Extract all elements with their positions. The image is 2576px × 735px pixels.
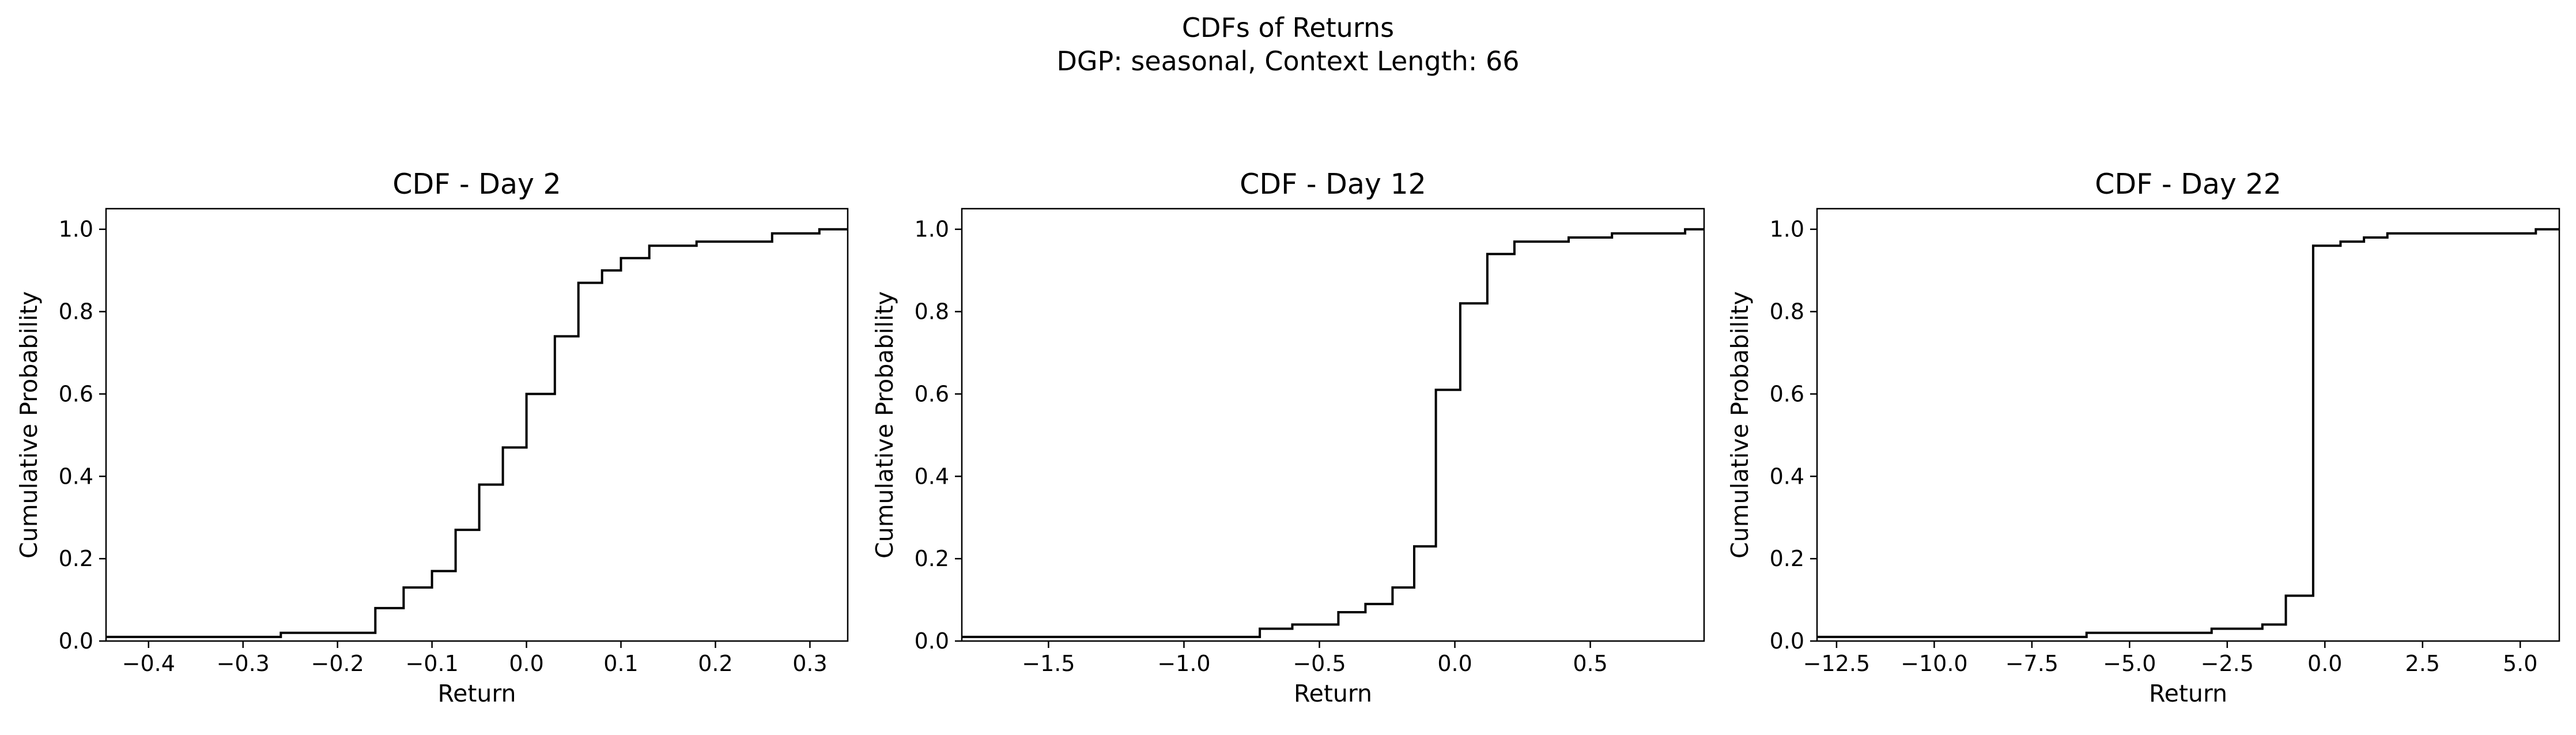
x-tick-label: −1.5 xyxy=(1022,651,1075,676)
y-tick-label: 0.8 xyxy=(59,299,93,325)
x-axis-label: Return xyxy=(2149,680,2227,707)
x-tick-label: −0.3 xyxy=(217,651,270,676)
axes-frame xyxy=(1816,208,2560,642)
x-tick-label: −10.0 xyxy=(1901,651,1967,676)
x-tick-label: −2.5 xyxy=(2201,651,2254,676)
x-tick-label: 2.5 xyxy=(2405,651,2440,676)
y-tick-label: 0.8 xyxy=(1770,299,1804,325)
y-tick-label: 0.8 xyxy=(915,299,949,325)
y-tick-label: 1.0 xyxy=(915,217,949,242)
cdf-step-line-1 xyxy=(1817,228,2559,638)
x-tick-label: 0.2 xyxy=(698,651,732,676)
x-tick-label: −0.1 xyxy=(405,651,458,676)
x-tick-label: 0.0 xyxy=(2307,651,2342,676)
figure-title-line2: DGP: seasonal, Context Length: 66 xyxy=(1056,46,1519,77)
cdf-step-line-1 xyxy=(962,228,1704,638)
x-tick-label: 0.0 xyxy=(1437,651,1472,676)
chart-panel-3: −12.5 −10.0 −7.5 −5.0 −2.5 0.0 2.5 5.0 0.0 0.2 0.4… xyxy=(1726,168,2560,707)
x-tick-label: 0.3 xyxy=(792,651,827,676)
y-axis-label: Cumulative Probability xyxy=(15,291,43,559)
y-tick-label: 0.0 xyxy=(915,628,949,654)
y-tick-label: 0.6 xyxy=(59,381,93,406)
panel-title: CDF - Day 2 xyxy=(392,168,561,201)
x-tick-label: 0.0 xyxy=(509,651,543,676)
y-tick-label: 1.0 xyxy=(1770,217,1804,242)
axes-frame xyxy=(105,208,849,642)
x-tick-label: −0.2 xyxy=(311,651,364,676)
x-tick-label: −0.5 xyxy=(1293,651,1346,676)
y-tick-label: 0.4 xyxy=(915,463,949,489)
x-axis-label: Return xyxy=(1294,680,1372,707)
panel-title: CDF - Day 22 xyxy=(2095,168,2282,201)
figure-title-line1: CDFs of Returns xyxy=(1182,12,1394,43)
x-tick-label: 0.1 xyxy=(603,651,638,676)
y-tick-label: 0.6 xyxy=(1770,381,1804,406)
cdf-step-line-1 xyxy=(106,228,848,638)
x-tick-label: −5.0 xyxy=(2103,651,2156,676)
x-tick-label: −12.5 xyxy=(1803,651,1870,676)
chart-panel-1: −0.4 −0.3 −0.2 −0.1 0.0 0.1 0.2 0.3 0.0 0.2 0.4 0.6… xyxy=(15,168,849,707)
y-tick-label: 0.4 xyxy=(1770,463,1804,489)
axes-frame xyxy=(961,208,1705,642)
x-tick-label: 5.0 xyxy=(2503,651,2537,676)
y-tick-label: 0.0 xyxy=(59,628,93,654)
x-tick-label: 0.5 xyxy=(1573,651,1607,676)
y-tick-label: 0.2 xyxy=(59,546,93,571)
y-tick-label: 0.2 xyxy=(1770,546,1804,571)
y-tick-label: 0.2 xyxy=(915,546,949,571)
y-axis-label: Cumulative Probability xyxy=(871,291,898,559)
y-axis-label: Cumulative Probability xyxy=(1726,291,1754,559)
chart-panel-2: −1.5 −1.0 −0.5 0.0 0.5 0.0 0.2 0.4 0.6 0.8 1.0 CDF … xyxy=(871,168,1705,707)
chart-panels: −0.4 −0.3 −0.2 −0.1 0.0 0.1 0.2 0.3 0.0 0.2 0.4 0.6… xyxy=(15,168,2560,707)
y-tick-label: 1.0 xyxy=(59,217,93,242)
x-tick-label: −7.5 xyxy=(2005,651,2058,676)
x-tick-label: −1.0 xyxy=(1157,651,1210,676)
y-tick-label: 0.0 xyxy=(1770,628,1804,654)
x-tick-label: −0.4 xyxy=(122,651,175,676)
y-tick-label: 0.4 xyxy=(59,463,93,489)
x-axis-label: Return xyxy=(437,680,516,707)
panel-title: CDF - Day 12 xyxy=(1240,168,1426,201)
y-tick-label: 0.6 xyxy=(915,381,949,406)
